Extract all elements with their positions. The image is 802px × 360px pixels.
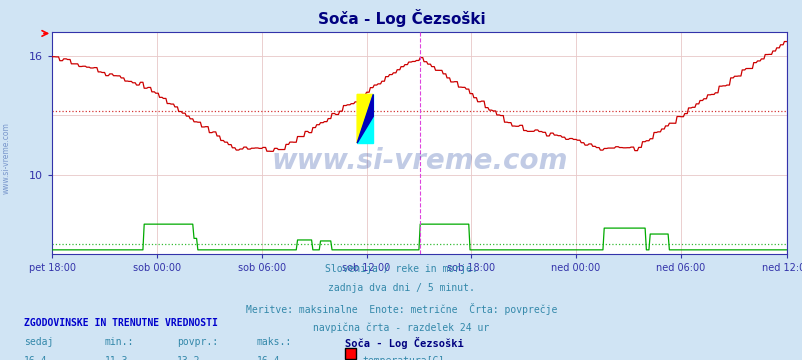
Text: min.:: min.:	[104, 337, 134, 347]
Text: temperatura[C]: temperatura[C]	[362, 356, 444, 360]
Polygon shape	[357, 94, 373, 143]
Text: www.si-vreme.com: www.si-vreme.com	[271, 147, 567, 175]
Text: Meritve: maksinalne  Enote: metrične  Črta: povprečje: Meritve: maksinalne Enote: metrične Črta…	[245, 303, 557, 315]
Text: ZGODOVINSKE IN TRENUTNE VREDNOSTI: ZGODOVINSKE IN TRENUTNE VREDNOSTI	[24, 318, 217, 328]
Text: zadnja dva dni / 5 minut.: zadnja dva dni / 5 minut.	[328, 283, 474, 293]
Text: sedaj: sedaj	[24, 337, 54, 347]
Text: Slovenija / reke in morje.: Slovenija / reke in morje.	[325, 264, 477, 274]
Text: 11,3: 11,3	[104, 356, 128, 360]
Polygon shape	[357, 94, 373, 143]
Text: 13,2: 13,2	[176, 356, 200, 360]
Text: 16,4: 16,4	[257, 356, 280, 360]
Text: navpična črta - razdelek 24 ur: navpična črta - razdelek 24 ur	[313, 323, 489, 333]
Text: Soča - Log Čezsoški: Soča - Log Čezsoški	[345, 337, 464, 349]
Polygon shape	[357, 94, 373, 143]
Text: maks.:: maks.:	[257, 337, 292, 347]
Text: povpr.:: povpr.:	[176, 337, 217, 347]
Text: Soča - Log Čezsoški: Soča - Log Čezsoški	[318, 9, 484, 27]
Text: 16,4: 16,4	[24, 356, 47, 360]
Text: www.si-vreme.com: www.si-vreme.com	[2, 122, 11, 194]
